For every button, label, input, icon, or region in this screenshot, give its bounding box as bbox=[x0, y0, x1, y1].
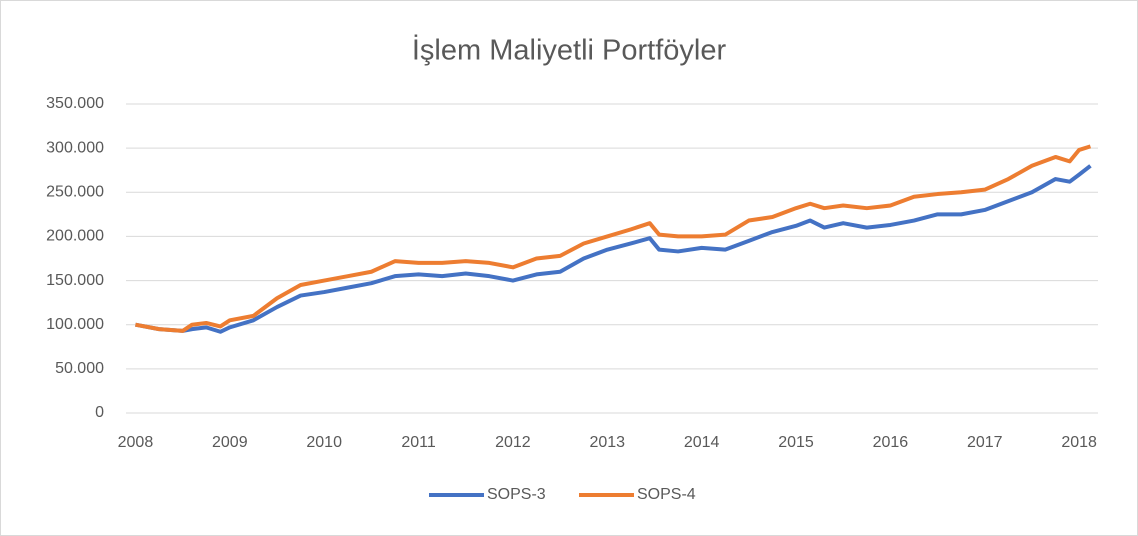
y-tick-label: 50.000 bbox=[55, 360, 104, 377]
y-tick-label: 100.000 bbox=[46, 316, 104, 333]
x-tick-label: 2010 bbox=[306, 434, 342, 451]
x-tick-label: 2011 bbox=[401, 434, 436, 451]
x-tick-label: 2018 bbox=[1061, 434, 1097, 451]
series-line bbox=[135, 144, 1092, 333]
legend-label: SOPS-4 bbox=[637, 486, 696, 503]
chart-title: İşlem Maliyetli Portföyler bbox=[412, 34, 727, 67]
y-tick-label: 300.000 bbox=[46, 139, 104, 156]
y-tick-label: 350.000 bbox=[46, 95, 104, 112]
y-tick-label: 150.000 bbox=[46, 272, 104, 289]
legend-label: SOPS-3 bbox=[487, 486, 546, 503]
x-tick-label: 2013 bbox=[589, 434, 625, 451]
y-tick-label: 200.000 bbox=[46, 228, 104, 245]
x-tick-label: 2015 bbox=[778, 434, 814, 451]
series-line bbox=[135, 164, 1092, 334]
x-tick-label: 2016 bbox=[873, 434, 909, 451]
x-tick-label: 2009 bbox=[212, 434, 248, 451]
x-tick-label: 2008 bbox=[118, 434, 154, 451]
x-tick-label: 2014 bbox=[684, 434, 720, 451]
y-tick-label: 0 bbox=[95, 404, 104, 421]
x-tick-label: 2017 bbox=[967, 434, 1003, 451]
x-tick-label: 2012 bbox=[495, 434, 531, 451]
y-tick-label: 250.000 bbox=[46, 184, 104, 201]
